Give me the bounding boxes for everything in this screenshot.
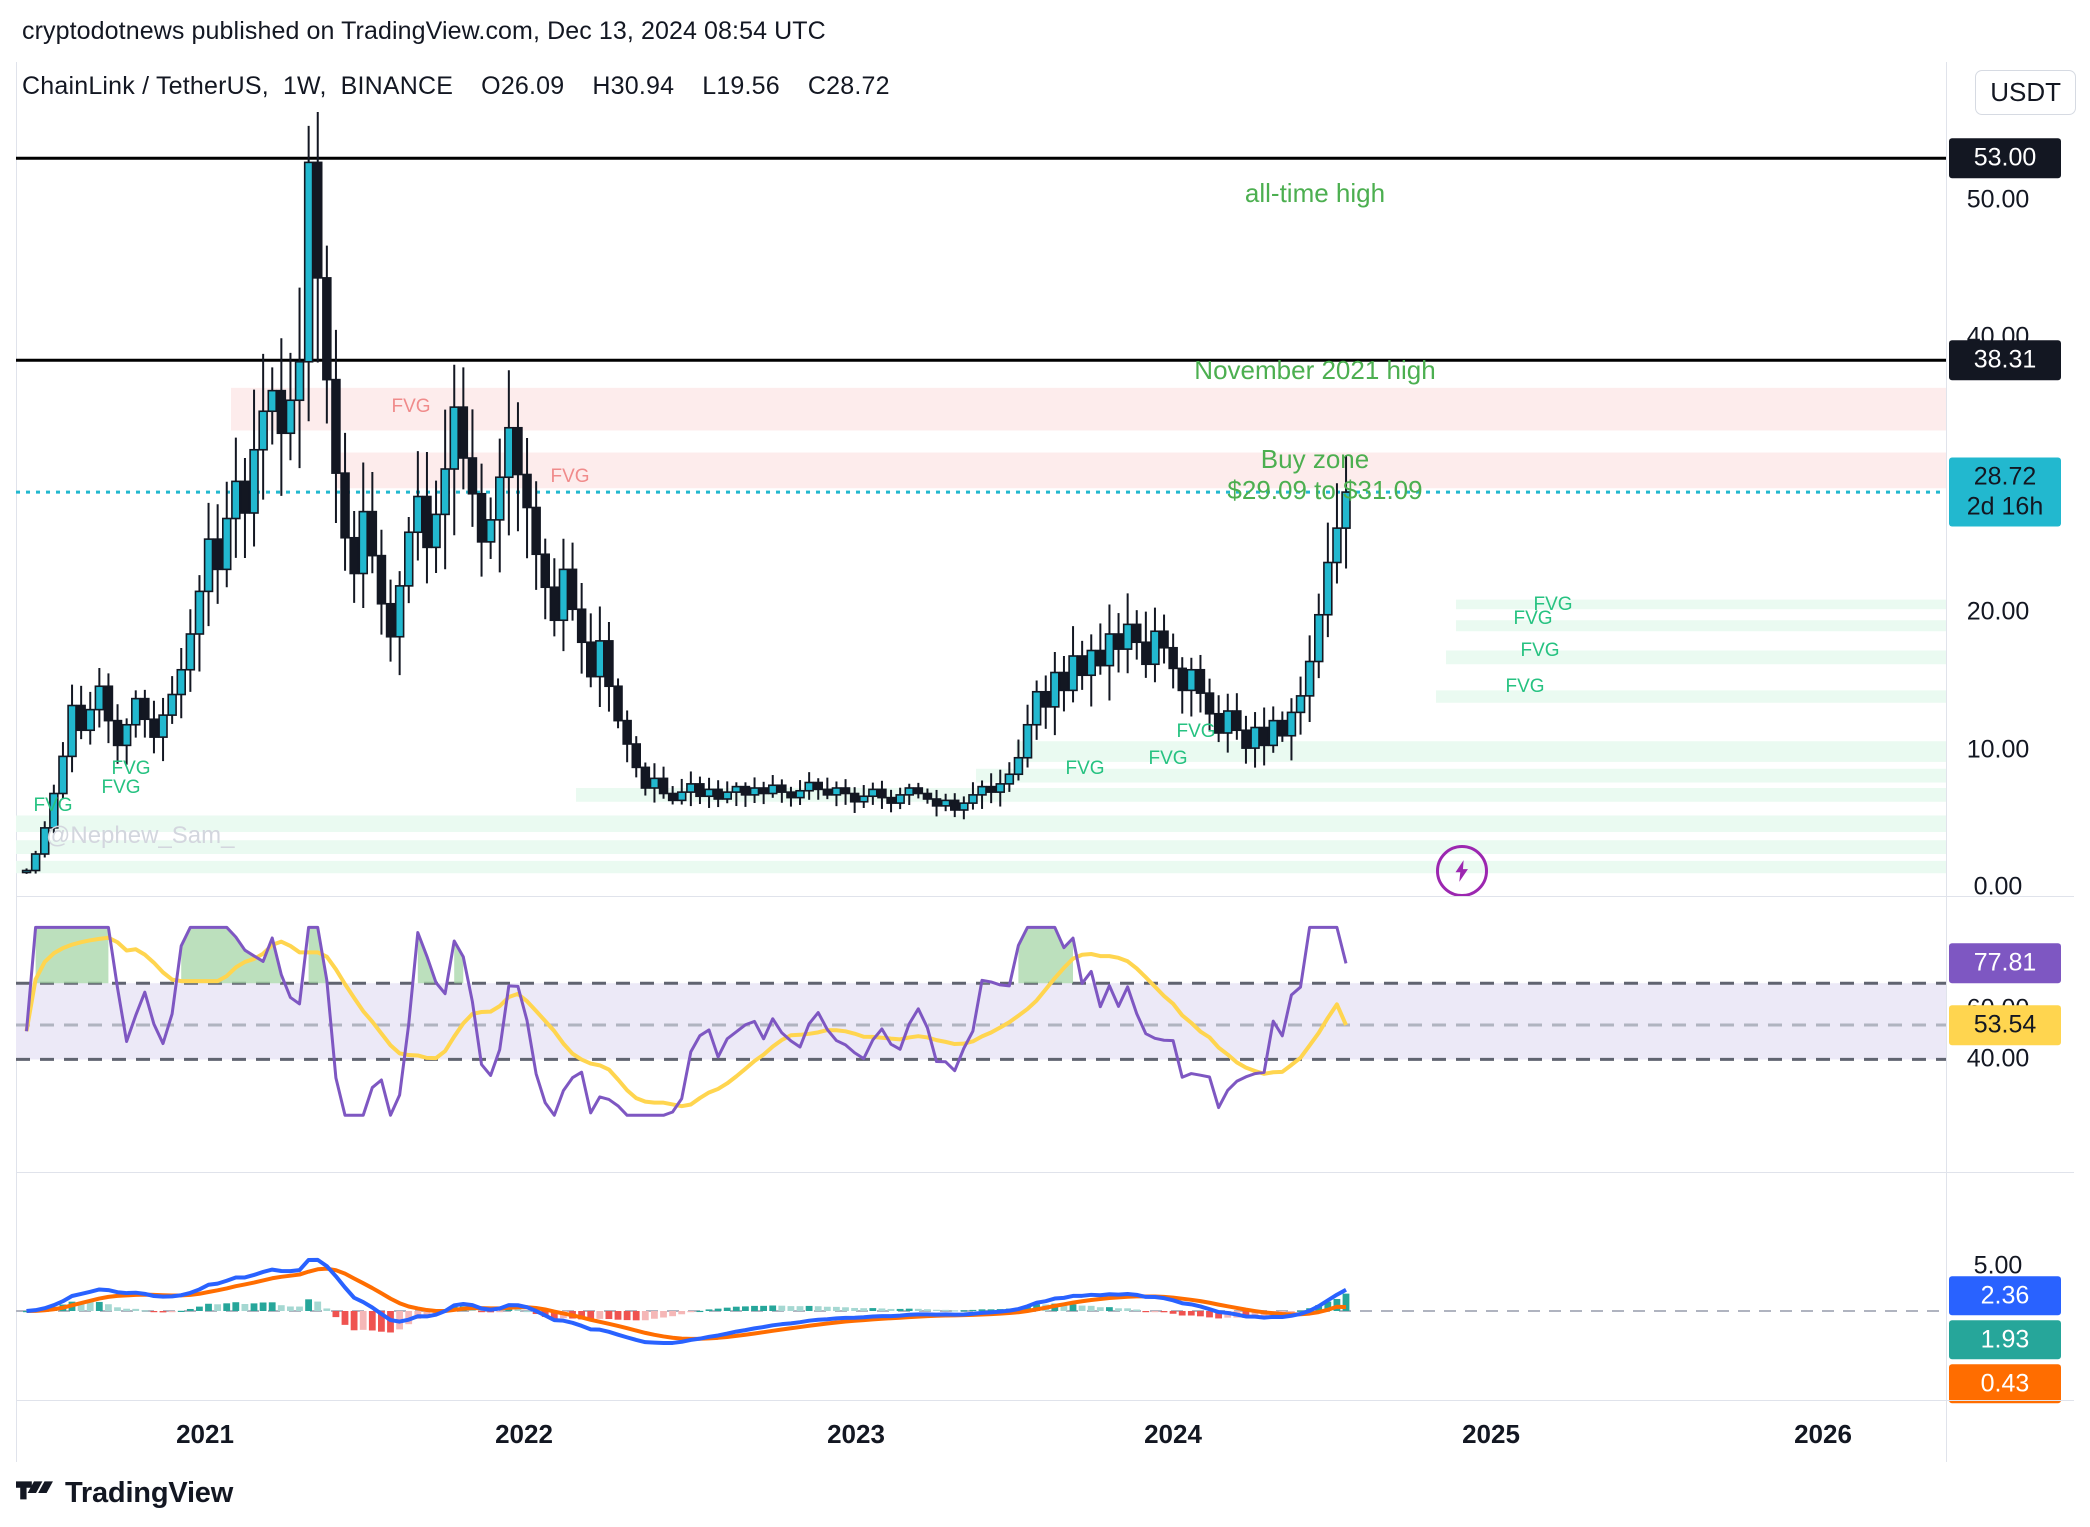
footer-brand[interactable]: TradingView bbox=[16, 1468, 233, 1518]
legend-exchange: BINANCE bbox=[340, 72, 454, 100]
pane-divider-2 bbox=[16, 1172, 2074, 1173]
rsi-ma-value-badge[interactable]: 53.54 bbox=[1949, 1005, 2061, 1045]
legend-close: C28.72 bbox=[807, 72, 890, 100]
legend-open: O26.09 bbox=[481, 72, 565, 100]
badge-value: 53.00 bbox=[1973, 143, 2037, 172]
macd-histogram-value-badge[interactable]: 1.93 bbox=[1949, 1320, 2061, 1360]
level-price-badge[interactable]: 53.00 bbox=[1949, 138, 2061, 178]
fvg-label: FVG bbox=[101, 777, 141, 798]
chart-legend[interactable]: ChainLink / TetherUS, 1W, BINANCE O26.09 H30… bbox=[22, 72, 890, 100]
lightning-bolt-glyph bbox=[1455, 860, 1468, 882]
macd-chart-svg bbox=[16, 1257, 1946, 1345]
lightning-bolt-icon[interactable] bbox=[1436, 845, 1488, 897]
tradingview-wordmark: TradingView bbox=[65, 1476, 234, 1509]
price-chart-svg bbox=[16, 112, 1946, 874]
time-axis-label: 2021 bbox=[176, 1419, 234, 1449]
macd-signal-value-badge[interactable]: 0.43 bbox=[1949, 1364, 2061, 1404]
fvg-label: FVG bbox=[1065, 758, 1105, 779]
rsi-tick-label: 40.00 bbox=[1966, 1044, 2030, 1073]
legend-interval[interactable]: 1W bbox=[282, 72, 320, 100]
annotation-november-2021-high: November 2021 high bbox=[1194, 355, 1436, 385]
time-axis-label: 2022 bbox=[495, 1419, 553, 1449]
price-tick-label: 0.00 bbox=[1973, 872, 2023, 901]
price-tick-label: 50.00 bbox=[1966, 185, 2030, 213]
macd-pane[interactable] bbox=[16, 1176, 1946, 1398]
time-axis-label: 2026 bbox=[1794, 1419, 1852, 1449]
badge-value: 38.31 bbox=[1973, 345, 2037, 374]
countdown-timer: 2d 16h bbox=[1966, 492, 2044, 521]
macd-value-badge[interactable]: 2.36 bbox=[1949, 1276, 2061, 1316]
legend-high: H30.94 bbox=[592, 72, 675, 100]
time-axis-label: 2024 bbox=[1144, 1419, 1202, 1449]
author-watermark: @Nephew_Sam_ bbox=[46, 822, 235, 849]
tradingview-logo-icon bbox=[16, 1481, 53, 1500]
macd-tick-label: 5.00 bbox=[1973, 1251, 2023, 1280]
price-tick-label: 10.00 bbox=[1966, 735, 2030, 763]
price-axis[interactable]: 50.0040.0030.0020.0010.000.0053.0038.312… bbox=[1946, 62, 2090, 1462]
badge-value: 28.72 bbox=[1973, 462, 2037, 491]
legend-symbol[interactable]: ChainLink / TetherUS bbox=[22, 72, 262, 100]
time-axis-label: 2025 bbox=[1462, 1419, 1520, 1449]
annotation-all-time-high: all-time high bbox=[1244, 178, 1386, 208]
pane-divider-1 bbox=[16, 896, 2074, 897]
fvg-label: FVG bbox=[1513, 608, 1553, 629]
fvg-label: FVG bbox=[1176, 721, 1216, 742]
fvg-label: FVG bbox=[111, 758, 151, 779]
time-axis[interactable]: 2021 2022 2023 2024 2025 2026 bbox=[16, 1400, 2074, 1462]
chart-frame bbox=[16, 62, 2074, 1462]
currency-badge[interactable]: USDT bbox=[1975, 70, 2076, 115]
fvg-label: FVG bbox=[33, 795, 73, 816]
price-pane[interactable] bbox=[16, 112, 1946, 892]
fvg-label: FVG bbox=[1505, 676, 1545, 697]
rsi-pane[interactable] bbox=[16, 900, 1946, 1168]
price-tick-label: 20.00 bbox=[1966, 597, 2030, 626]
fvg-label: FVG bbox=[1533, 594, 1573, 615]
current-price-badge[interactable]: 28.72 2d 16h bbox=[1949, 457, 2061, 527]
fvg-label: FVG bbox=[1148, 748, 1188, 769]
level-price-badge[interactable]: 38.31 bbox=[1949, 340, 2061, 380]
legend-low: L19.56 bbox=[702, 72, 780, 100]
annotation-29-09-to-31-09: $29.09 to $31.09 bbox=[1227, 475, 1423, 505]
rsi-value-badge[interactable]: 77.81 bbox=[1949, 943, 2061, 984]
annotation-buy-zone: Buy zone bbox=[1260, 444, 1370, 474]
rsi-chart-svg bbox=[16, 925, 1946, 1117]
fvg-label: FVG bbox=[550, 466, 590, 487]
fvg-label: FVG bbox=[1520, 640, 1560, 661]
attribution-bar: cryptodotnews published on TradingView.c… bbox=[22, 16, 826, 45]
fvg-label: FVG bbox=[391, 396, 431, 417]
time-axis-label: 2023 bbox=[827, 1419, 885, 1449]
